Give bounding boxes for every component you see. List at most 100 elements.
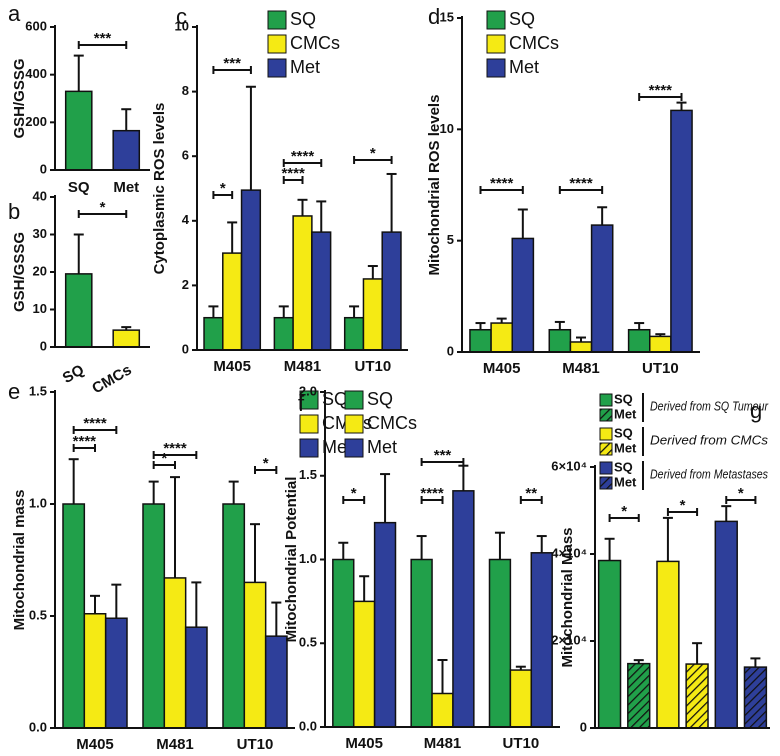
y-tick-label: 0.5 (299, 635, 317, 650)
x-tick-label: UT10 (502, 735, 539, 752)
bar (509, 669, 533, 728)
y-axis-title: Mitochondrial Mass (559, 527, 576, 667)
y-axis-title: Mitochondrial mass (11, 490, 28, 631)
bar (332, 558, 355, 728)
legend-label: CMCs (290, 33, 340, 53)
bar (469, 328, 492, 353)
y-tick-label: 4×10⁴ (551, 545, 587, 560)
legend-label: Met (509, 57, 539, 77)
y-tick-label: 0 (580, 719, 587, 734)
y-tick-label: 5 (447, 232, 454, 247)
bar (292, 215, 313, 351)
sig-label: * (680, 497, 686, 514)
bar (530, 552, 553, 728)
y-tick-label: 10 (440, 121, 454, 136)
legend-swatch (267, 58, 287, 78)
y-tick-label: 1.5 (29, 383, 47, 398)
legend-swatch (344, 438, 364, 458)
y-tick-label: 40 (33, 188, 47, 203)
x-tick-label: SQ (68, 179, 90, 196)
bar (203, 316, 224, 351)
legend-swatch (599, 393, 613, 407)
legend-label: SQ (614, 459, 633, 474)
bar (142, 503, 166, 729)
y-tick-label: 6 (182, 148, 189, 163)
bar (597, 559, 622, 729)
y-tick-label: 0.0 (299, 718, 317, 733)
sig-label: **** (490, 175, 514, 192)
y-tick-label: 400 (25, 66, 47, 81)
legend-swatch (267, 34, 287, 54)
legend-label: CMCs (509, 33, 559, 53)
y-tick-label: 4 (182, 212, 190, 227)
y-tick-label: 15 (440, 9, 454, 24)
bar (627, 328, 651, 353)
sig-label: **** (83, 415, 107, 432)
bar (112, 129, 141, 171)
panel-letter: d (428, 4, 440, 29)
x-tick-label: UT10 (642, 360, 679, 377)
sig-label: * (220, 180, 226, 197)
y-tick-label: 0 (447, 343, 454, 358)
y-tick-label: 0 (40, 338, 47, 353)
y-tick-label: 2.0 (299, 383, 317, 398)
bar (222, 252, 243, 351)
bar (490, 322, 513, 353)
x-tick-label: CMCs (89, 361, 134, 397)
bar (163, 577, 187, 729)
legend-swatch (267, 10, 287, 30)
bar (670, 109, 693, 353)
y-tick-label: 1.5 (299, 467, 317, 482)
bar (511, 237, 535, 353)
bar (743, 666, 768, 729)
sig-label: **** (420, 485, 444, 502)
sig-label: * (738, 485, 744, 502)
x-tick-label: UT10 (237, 736, 274, 753)
legend-swatch (486, 58, 506, 78)
bar (352, 600, 376, 728)
sig-label: **** (291, 148, 315, 165)
x-tick-label: Met (113, 179, 139, 196)
bar (452, 490, 475, 728)
bar (685, 663, 709, 729)
bar (569, 341, 593, 353)
bar (64, 273, 93, 348)
sig-label: *** (434, 447, 452, 464)
bar (311, 231, 332, 351)
panel-letter: c (176, 4, 187, 29)
legend-swatch (599, 427, 613, 441)
panel-letter: f (298, 391, 305, 416)
bar (548, 328, 572, 353)
sig-label: *** (223, 55, 241, 72)
bar (488, 558, 512, 728)
sig-label: **** (281, 165, 305, 182)
y-tick-label: 0 (182, 341, 189, 356)
legend-label: Met (367, 437, 397, 457)
bar (184, 626, 208, 729)
bar (590, 224, 614, 353)
bar (240, 189, 262, 351)
y-tick-label: 30 (33, 226, 47, 241)
y-tick-label: 8 (182, 83, 189, 98)
sig-label: * (621, 503, 627, 520)
y-tick-label: 0.5 (29, 607, 47, 622)
sig-label: * (161, 450, 167, 467)
panel-letter: e (8, 379, 20, 404)
x-tick-label: M481 (156, 736, 194, 753)
legend-note: Derived from Metastases (650, 466, 768, 481)
y-axis-title: GSH/GSSG (11, 58, 28, 138)
legend-swatch (486, 10, 506, 30)
legend-label: CMCs (367, 413, 417, 433)
legend-swatch (299, 414, 319, 434)
sig-label: *** (94, 30, 112, 47)
legend-swatch (486, 34, 506, 54)
y-axis-title: Mitochondrial Potential (283, 477, 300, 643)
bar (222, 503, 246, 729)
sig-label: **** (649, 82, 673, 99)
bar (62, 503, 86, 729)
legend-label: Met (614, 440, 637, 455)
bar (649, 335, 672, 353)
panel-letter: g (750, 398, 762, 423)
y-tick-label: 0.0 (29, 719, 47, 734)
